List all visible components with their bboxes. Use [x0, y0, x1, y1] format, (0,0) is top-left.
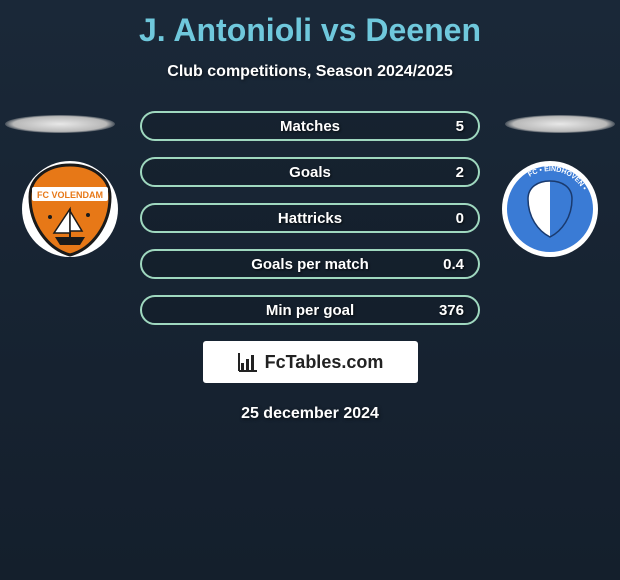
player-shadow-right — [505, 115, 615, 133]
stat-value: 2 — [456, 159, 464, 185]
stats-list: Matches 5 Goals 2 Hattricks 0 Goals per … — [140, 111, 480, 325]
stat-label: Goals per match — [251, 251, 369, 277]
bar-chart-icon — [237, 351, 259, 373]
subtitle: Club competitions, Season 2024/2025 — [0, 63, 620, 81]
stat-row-goals: Goals 2 — [140, 157, 480, 187]
date-text: 25 december 2024 — [0, 405, 620, 423]
player-shadow-left — [5, 115, 115, 133]
stat-value: 0 — [456, 205, 464, 231]
page-title: J. Antonioli vs Deenen — [0, 0, 620, 49]
stat-label: Hattricks — [278, 205, 342, 231]
stat-label: Matches — [280, 113, 340, 139]
svg-text:FC VOLENDAM: FC VOLENDAM — [37, 190, 103, 200]
stat-value: 0.4 — [443, 251, 464, 277]
stat-row-min-per-goal: Min per goal 376 — [140, 295, 480, 325]
stat-value: 5 — [456, 113, 464, 139]
stat-row-goals-per-match: Goals per match 0.4 — [140, 249, 480, 279]
stat-row-hattricks: Hattricks 0 — [140, 203, 480, 233]
brand-box[interactable]: FcTables.com — [203, 341, 418, 383]
comparison-arena: FC VOLENDAM FC • EINDHOVEN • Matches 5 G… — [0, 111, 620, 325]
stat-row-matches: Matches 5 — [140, 111, 480, 141]
stat-label: Goals — [289, 159, 331, 185]
stat-label: Min per goal — [266, 297, 354, 323]
brand-text: FcTables.com — [265, 352, 384, 373]
club-badge-right: FC • EINDHOVEN • — [500, 159, 600, 259]
club-badge-left: FC VOLENDAM — [20, 159, 120, 259]
stat-value: 376 — [439, 297, 464, 323]
